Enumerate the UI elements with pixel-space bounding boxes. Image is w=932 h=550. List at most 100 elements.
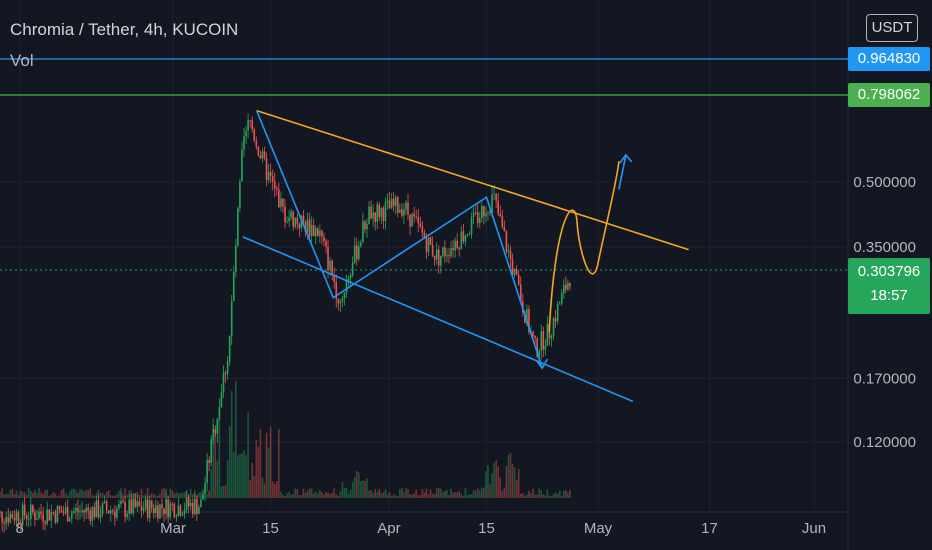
volume-bar [89,488,92,498]
volume-bar [321,491,323,498]
candle-body [524,312,526,324]
volume-bar [563,490,565,498]
y-tick-label-2: 0.170000 [853,371,916,388]
candle-body [462,231,465,242]
candle-body [511,259,514,276]
candle-body [210,439,213,463]
volume-bar [103,494,106,498]
candle-body [169,503,172,518]
volume-bar [144,494,147,498]
volume-bar [208,490,210,498]
candle-body [476,212,479,224]
candle-body [444,247,446,257]
candle-body [161,504,163,509]
volume-bar [548,495,551,498]
candle-body [458,247,461,249]
volume-bar [282,494,284,498]
volume-bar [50,494,53,498]
candle-body [302,215,305,222]
volume-bar [5,493,8,498]
candle-body [109,510,112,514]
volume-bar [120,488,122,498]
candle-body [265,158,268,181]
candle-body [220,391,223,407]
x-tick-label-6: 17 [701,520,718,537]
candle-body [517,275,520,285]
candle-body [565,285,567,290]
volume-bar [347,493,350,498]
volume-bar [183,491,186,498]
volume-bar [569,489,571,498]
volume-bar [536,494,538,498]
volume-bar [138,494,141,498]
candle-body [437,249,440,266]
volume-bar [517,468,520,498]
candle-body [77,507,79,513]
candle-body [333,275,336,282]
volume-bar [30,490,32,498]
volume-bar [308,488,311,498]
volume-bar [60,489,63,498]
volume-bar [259,429,262,498]
volume-bar [382,492,385,498]
candle-body [179,505,182,516]
candle-body [255,140,258,147]
volume-bar [331,492,333,498]
candle-body [3,522,5,524]
candle-body [347,277,350,281]
volume-bar [153,494,155,498]
candle-body [183,509,186,515]
candle-body [25,515,28,520]
candle-body [9,513,12,523]
volume-bar [519,493,522,498]
volume-bar [374,489,377,498]
volume-bar [107,490,110,498]
candle-body [81,510,83,512]
volume-bar [542,494,545,498]
candle-body [114,511,116,518]
volume-bar [317,493,319,498]
volume-bar [71,488,73,498]
candle-body [454,240,456,251]
volume-bar [444,490,446,498]
volume-bar [239,453,241,498]
volume-bar [296,489,299,498]
candle-body [292,211,295,227]
candle-body [185,497,188,510]
candle-body [259,155,262,159]
volume-bar [46,489,49,498]
volume-bar [552,493,555,498]
volume-bar [493,463,495,498]
candle-body [105,501,108,511]
volume-bar [427,494,430,498]
volume-bar [466,495,469,498]
candle-body [21,504,24,525]
volume-bar [278,428,280,498]
volume-bar [462,495,465,498]
candle-body [171,503,174,505]
candle-body [87,507,90,511]
volume-bar [224,485,227,498]
volume-bar [169,488,172,498]
volume-bar [267,447,270,498]
candle-body [71,512,73,519]
volume-bar [509,452,512,498]
currency-badge[interactable]: USDT [866,14,918,42]
volume-bar [187,493,190,498]
volume-bar [304,492,307,498]
candle-body [526,309,528,324]
volume-bar [15,490,18,498]
candle-body [384,202,387,221]
volume-bar [458,491,461,498]
volume-bar [220,486,223,498]
candle-body [155,505,157,514]
volume-bar [216,460,219,498]
volume-bar [364,481,366,498]
candle-body [247,120,249,131]
volume-bar [44,490,46,498]
candle-body [273,181,276,188]
volume-bar [333,488,336,498]
candle-body [538,350,541,357]
volume-bar [235,381,237,498]
